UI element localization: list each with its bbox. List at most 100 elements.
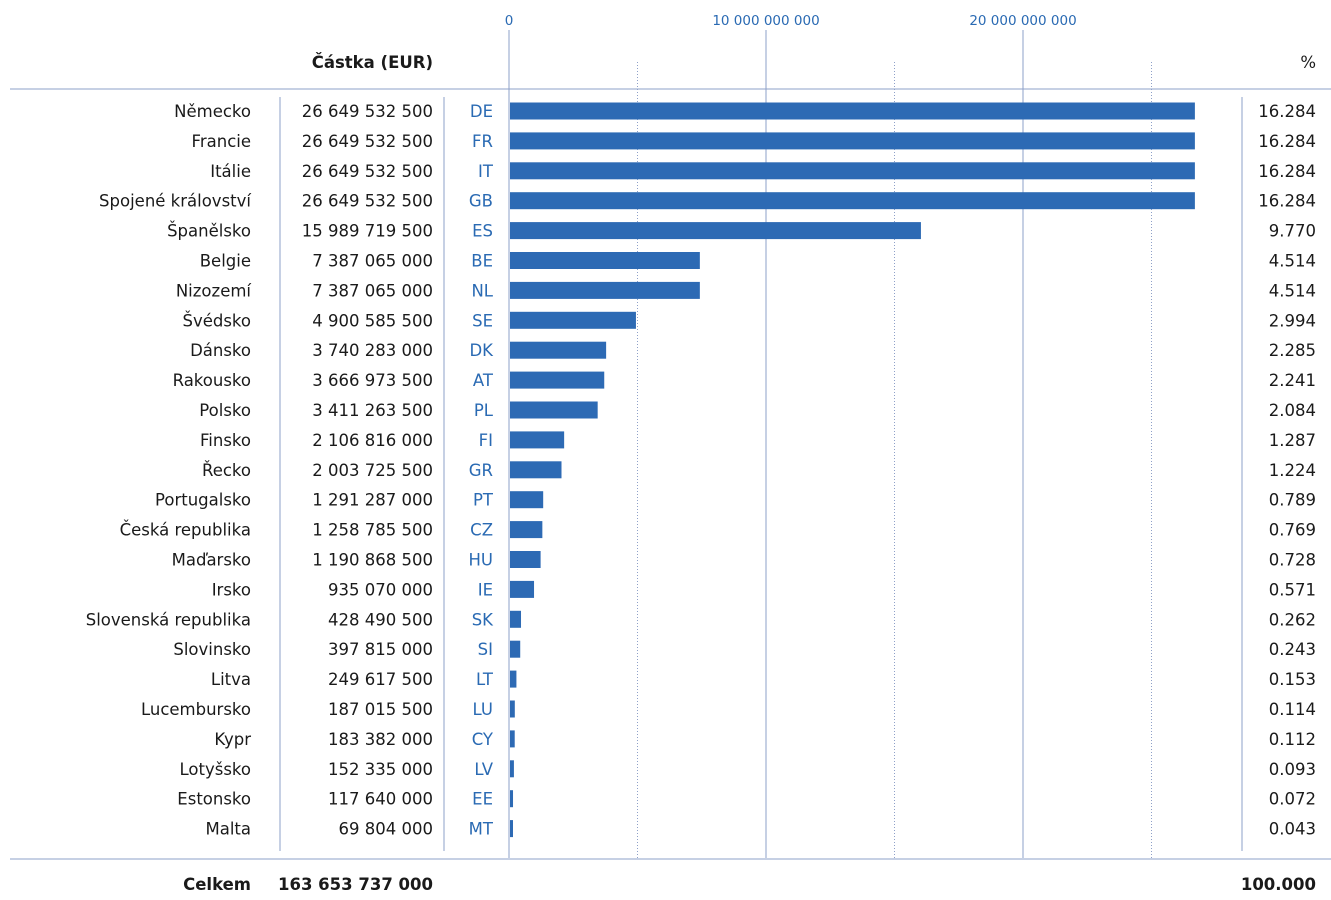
country-label: Řecko [202,461,251,480]
percent-value: 2.994 [1269,311,1316,330]
country-code-label: PL [474,401,494,420]
total-label: Celkem [183,875,251,894]
country-label: Estonsko [177,790,251,809]
chart-row: Česká republika 1 258 785 500 CZ 0.769 [120,521,1316,540]
amount-value: 1 291 287 000 [312,491,433,510]
chart-row: Rakousko 3 666 973 500 AT 2.241 [173,371,1316,390]
country-label: Spojené království [99,192,252,211]
percent-value: 0.571 [1269,580,1316,599]
country-label: Nizozemí [176,281,253,300]
chart-row: Spojené království 26 649 532 500 GB 16.284 [99,192,1316,211]
chart-row: Litva 249 617 500 LT 0.153 [211,670,1316,689]
x-tick-label: 0 [505,13,514,29]
chart-row: Švédsko 4 900 585 500 SE 2.994 [182,311,1316,330]
country-label: Německo [174,102,251,121]
bar [510,192,1195,210]
amount-value: 935 070 000 [328,580,433,599]
amount-value: 69 804 000 [339,820,433,839]
chart-row: Kypr 183 382 000 CY 0.112 [214,730,1316,749]
x-tick-label: 10 000 000 000 [712,13,819,29]
country-label: Finsko [200,431,251,450]
country-label: Lotyšsko [180,760,252,779]
amount-value: 15 989 719 500 [302,222,433,241]
amount-value: 2 106 816 000 [312,431,433,450]
country-label: Belgie [200,252,251,271]
chart-row: Lotyšsko 152 335 000 LV 0.093 [180,760,1317,779]
chart-row: Dánsko 3 740 283 000 DK 2.285 [190,341,1316,360]
total-percent: 100.000 [1241,875,1316,894]
amount-value: 7 387 065 000 [312,252,433,271]
bar [510,341,607,359]
percent-value: 9.770 [1269,222,1316,241]
country-code-label: EE [472,790,493,809]
bar [510,162,1195,180]
chart-row: Portugalsko 1 291 287 000 PT 0.789 [155,491,1316,510]
frame-layer: Částka (EUR) % Celkem 163 653 737 000 10… [10,53,1331,894]
country-label: Rakousko [173,371,251,390]
bar [510,790,514,808]
percent-value: 0.262 [1269,610,1316,629]
percent-value: 2.084 [1269,401,1316,420]
country-code-label: SE [472,311,493,330]
bar [510,132,1195,150]
country-code-label: PT [473,491,494,510]
percent-value: 0.728 [1269,551,1316,570]
amount-value: 26 649 532 500 [302,162,433,181]
country-code-label: NL [471,281,493,300]
country-code-label: FI [479,431,493,450]
bar [510,102,1195,120]
percent-value: 0.093 [1269,760,1316,779]
country-label: Francie [192,132,251,151]
amount-value: 183 382 000 [328,730,433,749]
amount-value: 117 640 000 [328,790,433,809]
bar [510,610,522,628]
country-label: Irsko [212,580,251,599]
percent-value: 0.769 [1269,521,1316,540]
country-code-label: FR [472,132,493,151]
country-code-label: GR [469,461,493,480]
bar [510,281,700,299]
percent-value: 4.514 [1269,281,1316,300]
amount-value: 26 649 532 500 [302,192,433,211]
x-tick-label: 20 000 000 000 [969,13,1076,29]
amount-value: 3 740 283 000 [312,341,433,360]
bar [510,491,544,509]
percent-header: % [1300,53,1316,72]
chart-row: Nizozemí 7 387 065 000 NL 4.514 [176,281,1316,300]
percent-value: 0.243 [1269,640,1316,659]
chart-row: Maďarsko 1 190 868 500 HU 0.728 [172,551,1316,570]
amount-value: 26 649 532 500 [302,132,433,151]
rows-layer: Německo 26 649 532 500 DE 16.284 Francie 26 6… [86,102,1316,839]
country-code-label: ES [472,222,493,241]
chart-row: Malta 69 804 000 MT 0.043 [205,820,1316,839]
amount-value: 187 015 500 [328,700,433,719]
percent-value: 4.514 [1269,252,1316,271]
percent-value: 0.114 [1269,700,1316,719]
country-label: Malta [205,820,251,839]
amount-value: 2 003 725 500 [312,461,433,480]
chart-row: Francie 26 649 532 500 FR 16.284 [192,132,1316,151]
amount-value: 249 617 500 [328,670,433,689]
amount-value: 1 190 868 500 [312,551,433,570]
percent-value: 1.287 [1269,431,1316,450]
amount-value: 7 387 065 000 [312,281,433,300]
country-label: Kypr [214,730,251,749]
country-code-label: GB [469,192,493,211]
bar [510,371,605,389]
country-code-label: CY [472,730,494,749]
country-label: Litva [211,670,251,689]
bar [510,521,543,539]
amount-value: 3 666 973 500 [312,371,433,390]
chart-row: Slovenská republika 428 490 500 SK 0.262 [86,610,1316,629]
country-code-label: MT [469,820,494,839]
bar [510,670,517,688]
country-code-label: SK [472,610,494,629]
country-label: Portugalsko [155,491,251,510]
percent-value: 0.112 [1269,730,1316,749]
country-code-label: DE [470,102,493,121]
country-code-label: LV [474,760,493,779]
percent-value: 1.224 [1269,461,1316,480]
percent-value: 2.241 [1269,371,1316,390]
amount-value: 26 649 532 500 [302,102,433,121]
